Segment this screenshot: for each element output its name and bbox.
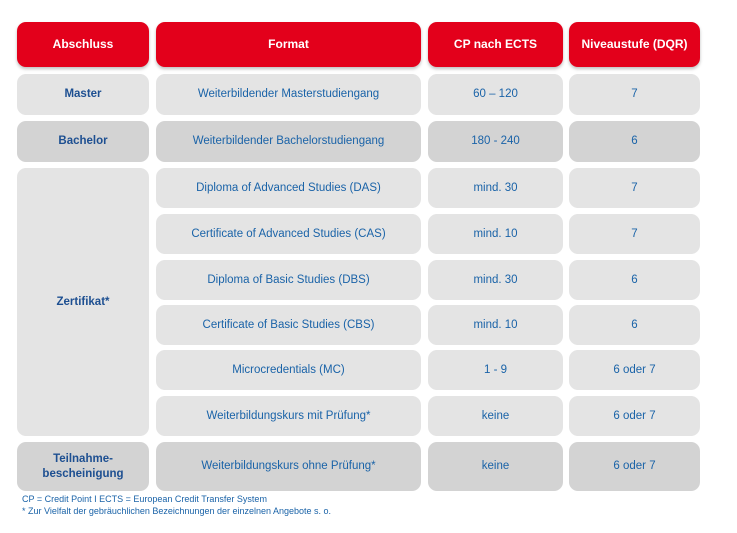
footnote-cp: CP = Credit Point I ECTS = European Cred… [22, 494, 267, 504]
cp-cell: 60 – 120 [428, 74, 563, 115]
header-cp: CP nach ECTS [428, 22, 563, 67]
dqr-cell: 7 [569, 74, 700, 115]
header-abschluss: Abschluss [17, 22, 149, 67]
format-cell: Certificate of Advanced Studies (CAS) [156, 214, 421, 254]
dqr-cell: 6 [569, 121, 700, 162]
degree-bachelor: Bachelor [17, 121, 149, 162]
degree-master: Master [17, 74, 149, 115]
format-cell: Weiterbildender Bachelorstudiengang [156, 121, 421, 162]
format-cell: Weiterbildungskurs ohne Prüfung* [156, 442, 421, 491]
cp-cell: mind. 30 [428, 168, 563, 208]
degree-zertifikat: Zertifikat* [17, 168, 149, 436]
degree-teilnahmebescheinigung: Teilnahme- bescheinigung [17, 442, 149, 491]
format-cell: Diploma of Basic Studies (DBS) [156, 260, 421, 300]
dqr-cell: 6 oder 7 [569, 442, 700, 491]
cp-cell: 180 - 240 [428, 121, 563, 162]
degree-teilnahme-line2: bescheinigung [42, 467, 124, 480]
dqr-cell: 7 [569, 214, 700, 254]
format-cell: Certificate of Basic Studies (CBS) [156, 305, 421, 345]
format-cell: Microcredentials (MC) [156, 350, 421, 390]
cp-cell: mind. 30 [428, 260, 563, 300]
header-dqr: Niveaustufe (DQR) [569, 22, 700, 67]
dqr-cell: 6 [569, 305, 700, 345]
cp-cell: mind. 10 [428, 305, 563, 345]
cp-cell: mind. 10 [428, 214, 563, 254]
cp-cell: keine [428, 442, 563, 491]
cp-cell: keine [428, 396, 563, 436]
dqr-cell: 6 oder 7 [569, 396, 700, 436]
cp-cell: 1 - 9 [428, 350, 563, 390]
degree-teilnahme-line1: Teilnahme- [53, 453, 113, 466]
footnote-vielfalt: * Zur Vielfalt der gebräuchlichen Bezeic… [22, 506, 332, 516]
dqr-cell: 6 [569, 260, 700, 300]
format-cell: Weiterbildender Masterstudiengang [156, 74, 421, 115]
format-cell: Weiterbildungskurs mit Prüfung* [156, 396, 421, 436]
dqr-cell: 6 oder 7 [569, 350, 700, 390]
format-cell: Diploma of Advanced Studies (DAS) [156, 168, 421, 208]
header-format: Format [156, 22, 421, 67]
dqr-cell: 7 [569, 168, 700, 208]
